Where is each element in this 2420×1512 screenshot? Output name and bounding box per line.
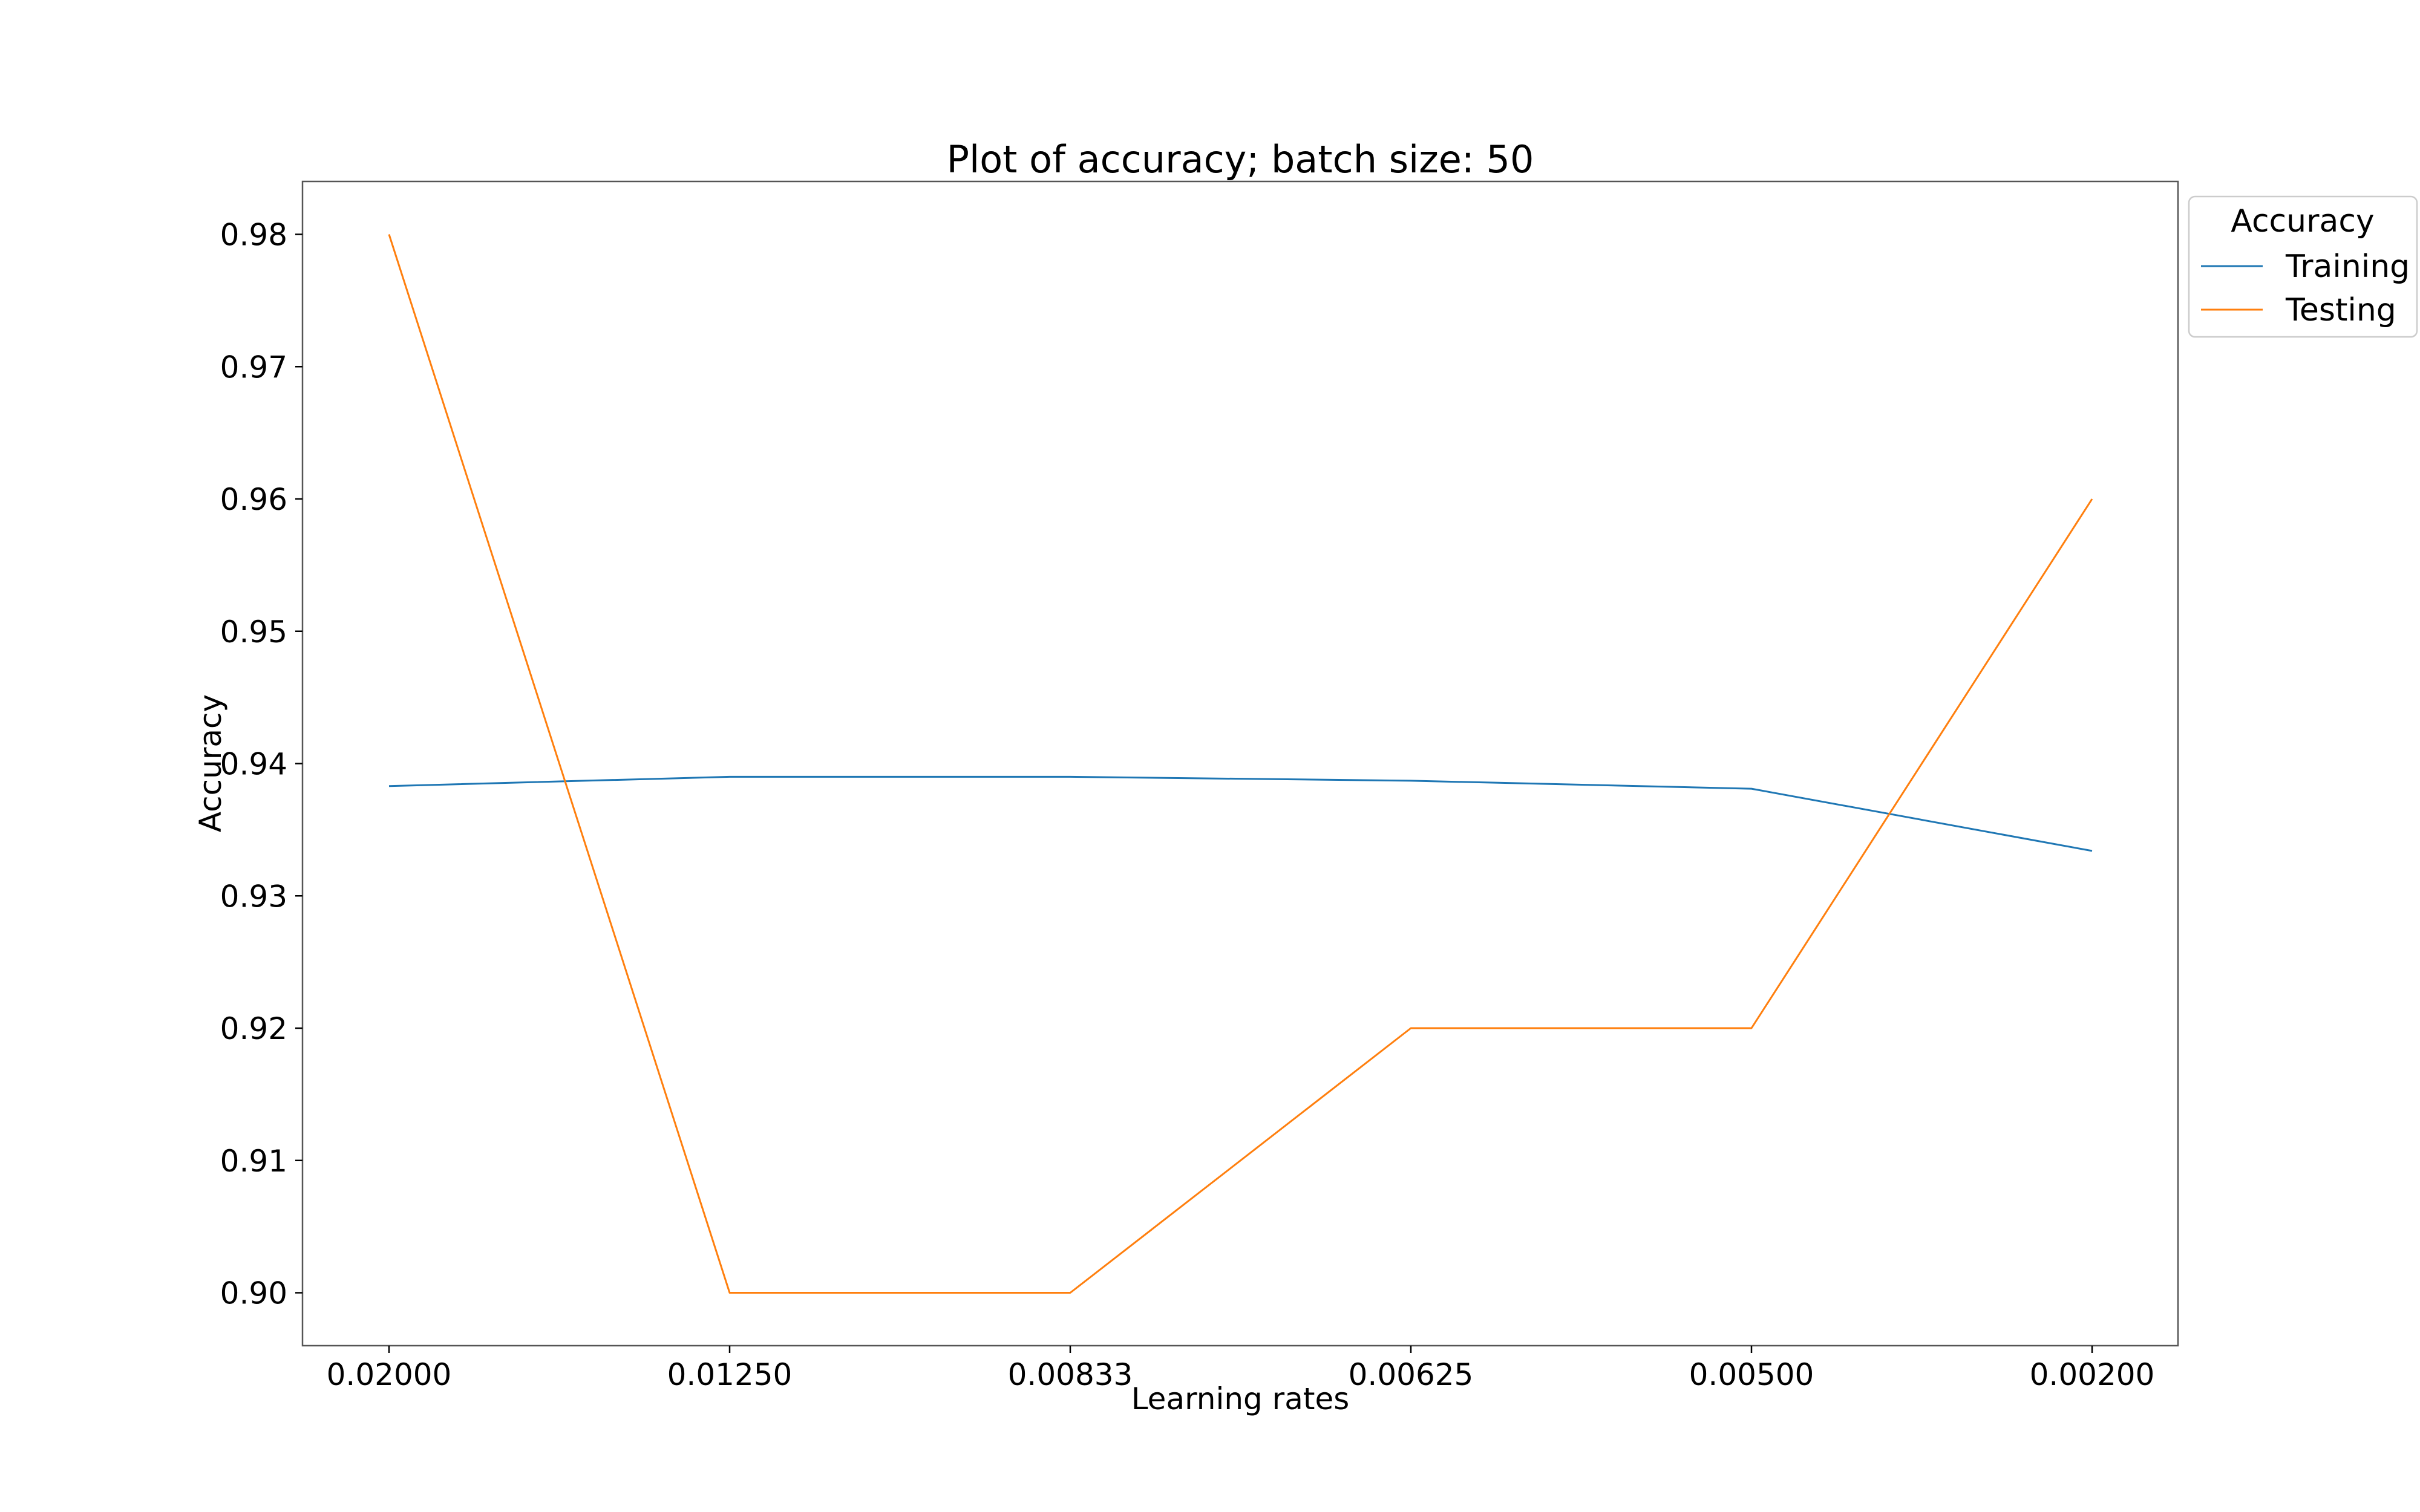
y-axis-ticks: 0.90 0.91 0.92 0.93 0.94 0.95 0.96 0.97 0.98	[220, 218, 302, 1311]
plot-area-frame	[301, 180, 2179, 1347]
y-tick-label: 0.97	[220, 350, 287, 385]
legend-box	[2188, 195, 2418, 338]
y-tick-label: 0.93	[220, 879, 287, 914]
y-tick-label: 0.94	[220, 747, 287, 782]
chart-title: Plot of accuracy; batch size: 50	[947, 137, 1534, 181]
x-axis-ticks: 0.02000 0.01250 0.00833 0.00625 0.00500 0.002…	[327, 1346, 2155, 1392]
series-line-testing	[388, 234, 2093, 1294]
x-tick-label: 0.00625	[1349, 1357, 1474, 1392]
y-axis-title: Accuracy	[193, 694, 228, 832]
x-tick-label: 0.00833	[1008, 1357, 1133, 1392]
legend: Accuracy Training Testing	[2188, 195, 2418, 338]
legend-title: Accuracy	[2231, 203, 2374, 240]
x-tick-label: 0.00200	[2030, 1357, 2155, 1392]
y-tick-label: 0.95	[220, 614, 287, 650]
legend-label-testing: Testing	[2285, 292, 2396, 328]
x-tick-label: 0.01250	[667, 1357, 793, 1392]
x-tick-label: 0.02000	[327, 1357, 452, 1392]
y-tick-label: 0.91	[220, 1144, 287, 1179]
legend-label-training: Training	[2285, 249, 2410, 285]
y-tick-label: 0.98	[220, 218, 287, 253]
series-line-training	[388, 775, 2093, 852]
y-tick-label: 0.92	[220, 1011, 287, 1046]
y-tick-label: 0.96	[220, 482, 287, 517]
series-lines	[388, 234, 2093, 1294]
y-tick-label: 0.90	[220, 1276, 287, 1311]
x-axis-title: Learning rates	[1131, 1381, 1350, 1416]
x-tick-label: 0.00500	[1689, 1357, 1814, 1392]
